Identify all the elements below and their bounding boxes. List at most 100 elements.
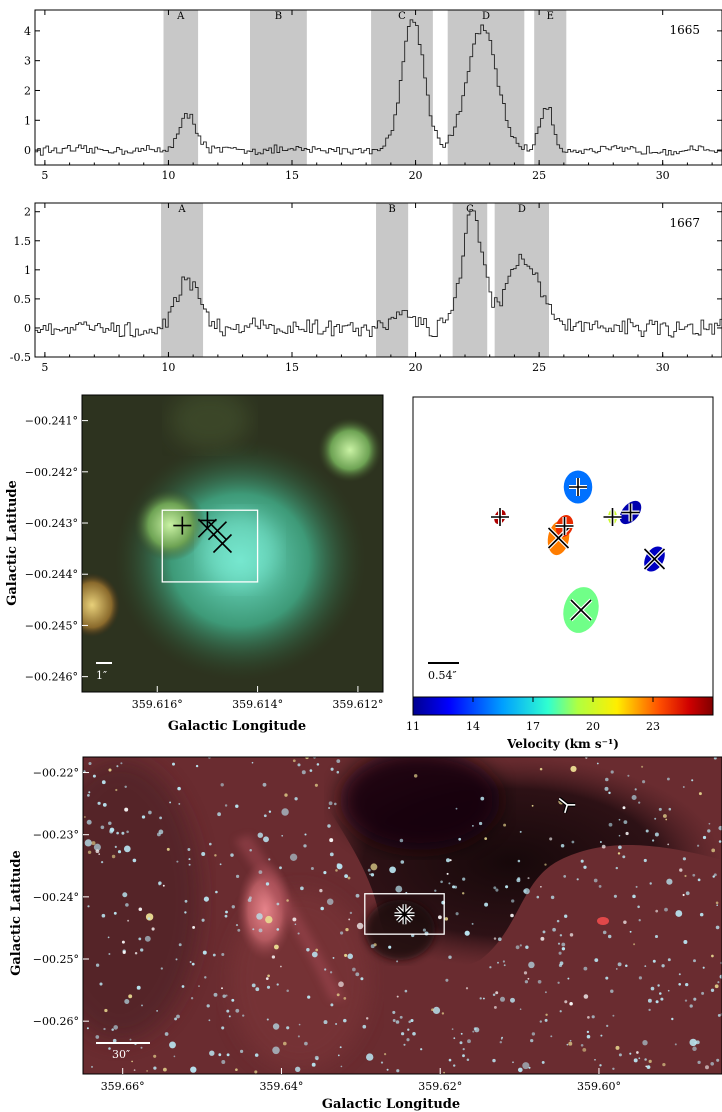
colorbar-label: Velocity (km s⁻¹) xyxy=(506,737,619,751)
colorbar-tick-label: 14 xyxy=(466,720,480,733)
star xyxy=(107,936,110,939)
star xyxy=(116,831,119,835)
star xyxy=(281,834,284,837)
star xyxy=(87,905,90,908)
star xyxy=(557,981,560,984)
star xyxy=(615,968,618,970)
maser-marker xyxy=(569,478,587,496)
colorbar-tick-label: 11 xyxy=(406,720,420,733)
star xyxy=(258,870,263,874)
star xyxy=(92,774,96,778)
star xyxy=(524,980,529,984)
star xyxy=(689,1038,697,1047)
star xyxy=(115,788,118,792)
star xyxy=(647,1065,650,1069)
star xyxy=(136,985,141,990)
y-tick-label: 2 xyxy=(24,206,31,219)
star xyxy=(201,852,206,856)
star xyxy=(530,1038,534,1043)
star xyxy=(623,920,627,924)
star xyxy=(384,1053,387,1056)
star xyxy=(566,1043,569,1046)
x-tick-label: 25 xyxy=(532,361,546,374)
star xyxy=(87,794,90,797)
maser-spots xyxy=(491,470,666,633)
star xyxy=(617,852,621,855)
star xyxy=(528,1066,531,1069)
star xyxy=(392,1010,396,1014)
star xyxy=(692,1046,697,1052)
zoom-image-panel: 359.616° 359.614° 359.612° −00.241° −00.242°… xyxy=(5,394,384,734)
star xyxy=(324,968,327,971)
star xyxy=(254,1070,258,1074)
star xyxy=(618,834,621,837)
star xyxy=(127,919,130,922)
star xyxy=(198,985,200,987)
star xyxy=(138,937,142,941)
star xyxy=(128,994,133,999)
star xyxy=(655,1000,659,1004)
star xyxy=(298,1023,301,1026)
star xyxy=(273,944,279,950)
star xyxy=(91,841,96,846)
star xyxy=(627,774,630,777)
star xyxy=(599,841,602,843)
star xyxy=(113,1025,119,1030)
star xyxy=(336,993,340,997)
star xyxy=(336,759,341,763)
star xyxy=(389,866,396,874)
star xyxy=(665,818,668,821)
star xyxy=(221,952,225,957)
star xyxy=(608,791,611,795)
star xyxy=(674,1043,677,1046)
star xyxy=(316,763,320,766)
band-label: B xyxy=(388,204,395,215)
star xyxy=(366,1053,374,1061)
star xyxy=(539,767,543,771)
star xyxy=(226,1009,230,1013)
star xyxy=(446,872,449,875)
star xyxy=(332,956,335,959)
star xyxy=(631,794,637,801)
star xyxy=(684,874,687,878)
zoom-region-box xyxy=(161,509,259,583)
star xyxy=(172,762,175,766)
star xyxy=(228,1015,231,1018)
scale-bar-label: 0.54″ xyxy=(428,669,457,682)
star xyxy=(173,1055,176,1058)
star xyxy=(251,761,254,764)
y-tick-label: 1 xyxy=(24,264,31,277)
star xyxy=(314,783,318,787)
star xyxy=(691,779,694,782)
y-tick-label: −00.246° xyxy=(25,671,78,684)
star xyxy=(678,983,681,986)
axes: 359.616° 359.614° 359.612° −00.241° −00.242°… xyxy=(25,415,384,711)
star xyxy=(711,954,714,958)
colorbar-tick-label: 20 xyxy=(586,720,600,733)
star xyxy=(386,1068,389,1071)
x-tick-label: 30 xyxy=(656,169,670,182)
star xyxy=(576,878,579,881)
star xyxy=(175,958,178,961)
star xyxy=(160,967,163,970)
star xyxy=(503,964,506,967)
star xyxy=(523,971,528,975)
star xyxy=(255,987,260,992)
star xyxy=(466,1058,470,1061)
x-axis-label: Galactic Longitude xyxy=(168,719,306,734)
star xyxy=(116,765,119,768)
star xyxy=(635,885,638,888)
star xyxy=(484,902,489,907)
star xyxy=(613,894,617,898)
x-tick-label: 30 xyxy=(656,361,670,374)
star xyxy=(108,953,111,955)
plot-frame xyxy=(34,202,722,358)
star xyxy=(715,925,720,930)
star xyxy=(95,1035,100,1039)
star xyxy=(188,858,191,861)
star xyxy=(237,928,241,932)
star xyxy=(444,917,449,921)
star xyxy=(582,1047,587,1052)
star xyxy=(190,997,194,1000)
star xyxy=(698,792,702,796)
